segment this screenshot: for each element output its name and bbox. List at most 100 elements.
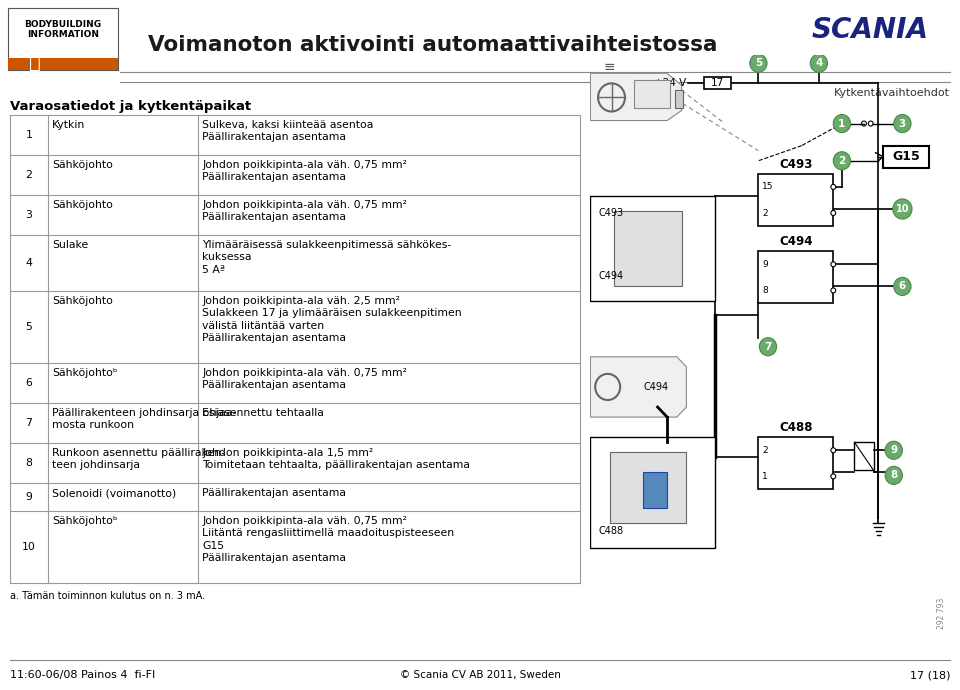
Text: Varaosatiedot ja kytkentäpaikat: Varaosatiedot ja kytkentäpaikat [10, 100, 252, 113]
Bar [758, 251, 833, 304]
Bar [634, 80, 670, 108]
Circle shape [894, 277, 911, 295]
Text: 7: 7 [26, 418, 33, 428]
Text: 2: 2 [26, 170, 33, 180]
Text: 6: 6 [26, 378, 33, 388]
Text: 17 (18): 17 (18) [909, 670, 950, 680]
Circle shape [830, 288, 835, 293]
Text: SCANIA: SCANIA [811, 16, 928, 44]
Text: Sulkeva, kaksi kiinteää asentoa
Päällirakentajan asentama: Sulkeva, kaksi kiinteää asentoa Päällira… [202, 120, 373, 142]
Text: Päällirakenteen johdinsarja ohjaa-
mosta runkoon: Päällirakenteen johdinsarja ohjaa- mosta… [52, 408, 236, 431]
Text: ≡: ≡ [604, 60, 615, 75]
Text: 5: 5 [26, 322, 33, 332]
Bar [590, 437, 715, 548]
Bar [643, 473, 667, 508]
Text: 8: 8 [890, 471, 898, 480]
Text: Johdon poikkipinta-ala väh. 0,75 mm²
Päällirakentajan asentama: Johdon poikkipinta-ala väh. 0,75 mm² Pää… [202, 368, 407, 391]
Bar [590, 196, 715, 302]
Circle shape [750, 55, 767, 72]
Text: 11:60-06/08 Painos 4  fi-FI: 11:60-06/08 Painos 4 fi-FI [10, 670, 156, 680]
Text: 5: 5 [755, 58, 762, 68]
Circle shape [830, 210, 835, 215]
Circle shape [830, 262, 835, 267]
Bar [610, 452, 686, 522]
Bar [758, 437, 833, 489]
Text: Runkoon asennettu päälliraken-
teen johdinsarja: Runkoon asennettu päälliraken- teen johd… [52, 448, 225, 471]
Bar [758, 174, 833, 226]
Bar [883, 146, 929, 168]
Text: C494: C494 [780, 235, 812, 248]
Circle shape [869, 121, 874, 126]
Text: C494: C494 [643, 382, 668, 392]
Text: Johdon poikkipinta-ala väh. 0,75 mm²
Liitäntä rengasliittimellä maadoituspistees: Johdon poikkipinta-ala väh. 0,75 mm² Lii… [202, 516, 454, 563]
Circle shape [885, 466, 902, 484]
Text: C493: C493 [780, 158, 812, 171]
Text: G15: G15 [893, 150, 920, 164]
Text: Sähköjohtoᵇ: Sähköjohtoᵇ [52, 368, 117, 378]
Text: 8: 8 [762, 286, 768, 295]
Text: C493: C493 [598, 208, 623, 218]
Text: 2: 2 [838, 156, 846, 166]
Text: Johdon poikkipinta-ala väh. 2,5 mm²
Sulakkeen 17 ja ylimääräisen sulakkeenpitime: Johdon poikkipinta-ala väh. 2,5 mm² Sula… [202, 296, 462, 343]
Text: Sähköjohto: Sähköjohto [52, 296, 113, 306]
Circle shape [885, 441, 902, 460]
Text: Sulake: Sulake [52, 240, 88, 250]
Text: 1: 1 [26, 130, 33, 140]
Text: 17: 17 [710, 79, 724, 88]
Bar [8, 8, 118, 70]
Text: 3: 3 [899, 119, 906, 128]
Text: 10: 10 [896, 204, 909, 214]
Circle shape [833, 115, 851, 132]
Text: Sähköjohtoᵇ: Sähköjohtoᵇ [52, 516, 117, 526]
Circle shape [833, 152, 851, 170]
Text: 2: 2 [762, 446, 768, 455]
Text: Esiasennettu tehtaalla: Esiasennettu tehtaalla [202, 408, 324, 418]
Circle shape [830, 184, 835, 189]
Text: © Scania CV AB 2011, Sweden: © Scania CV AB 2011, Sweden [399, 670, 561, 680]
Text: Johdon poikkipinta-ala 1,5 mm²
Toimitetaan tehtaalta, päällirakentajan asentama: Johdon poikkipinta-ala 1,5 mm² Toimiteta… [202, 448, 470, 471]
Bar [854, 442, 874, 471]
Text: BODYBUILDING
INFORMATION: BODYBUILDING INFORMATION [24, 20, 102, 39]
Text: Ylimääräisessä sulakkeenpitimessä sähkökes-
kuksessa
5 Aª: Ylimääräisessä sulakkeenpitimessä sähkök… [202, 240, 451, 275]
Polygon shape [590, 73, 682, 121]
Text: 8: 8 [26, 458, 33, 468]
Text: Sähköjohto: Sähköjohto [52, 200, 113, 210]
Polygon shape [590, 357, 686, 417]
Text: 292 793: 292 793 [937, 598, 946, 629]
Circle shape [862, 121, 866, 126]
Text: 1: 1 [838, 119, 846, 128]
Bar [8, 58, 118, 70]
Text: 7: 7 [764, 342, 772, 352]
Bar [675, 90, 683, 108]
Text: 🚚: 🚚 [29, 52, 41, 72]
Bar [614, 211, 682, 286]
Text: Voimanoton aktivointi automaattivaihteistossa: Voimanoton aktivointi automaattivaihteis… [148, 35, 717, 55]
Text: C488: C488 [780, 421, 812, 434]
Text: 9: 9 [26, 492, 33, 502]
Text: Johdon poikkipinta-ala väh. 0,75 mm²
Päällirakentajan asentama: Johdon poikkipinta-ala väh. 0,75 mm² Pää… [202, 200, 407, 222]
Text: 3: 3 [26, 210, 33, 220]
Text: a. Tämän toiminnon kulutus on n. 3 mA.: a. Tämän toiminnon kulutus on n. 3 mA. [10, 591, 205, 601]
Bar [704, 77, 731, 90]
Text: 15: 15 [762, 182, 774, 191]
Circle shape [894, 115, 911, 132]
Text: Kytkin: Kytkin [52, 120, 85, 130]
Circle shape [893, 199, 912, 219]
Text: 2: 2 [762, 208, 768, 217]
Circle shape [810, 55, 828, 72]
Text: Kytkentävaihtoehdot: Kytkentävaihtoehdot [834, 88, 950, 98]
Circle shape [830, 448, 835, 453]
Text: +24 V: +24 V [654, 79, 686, 88]
Text: Päällirakentajan asentama: Päällirakentajan asentama [202, 488, 346, 498]
Text: 10: 10 [22, 542, 36, 552]
Circle shape [830, 474, 835, 479]
Text: 1: 1 [762, 472, 768, 481]
Text: 6: 6 [899, 282, 906, 291]
Text: 4: 4 [26, 258, 33, 268]
Text: 9: 9 [890, 445, 898, 455]
Text: Sähköjohto: Sähköjohto [52, 160, 113, 170]
Circle shape [759, 337, 777, 356]
Text: C494: C494 [598, 271, 623, 282]
Text: 4: 4 [815, 58, 823, 68]
Text: C488: C488 [598, 526, 623, 535]
